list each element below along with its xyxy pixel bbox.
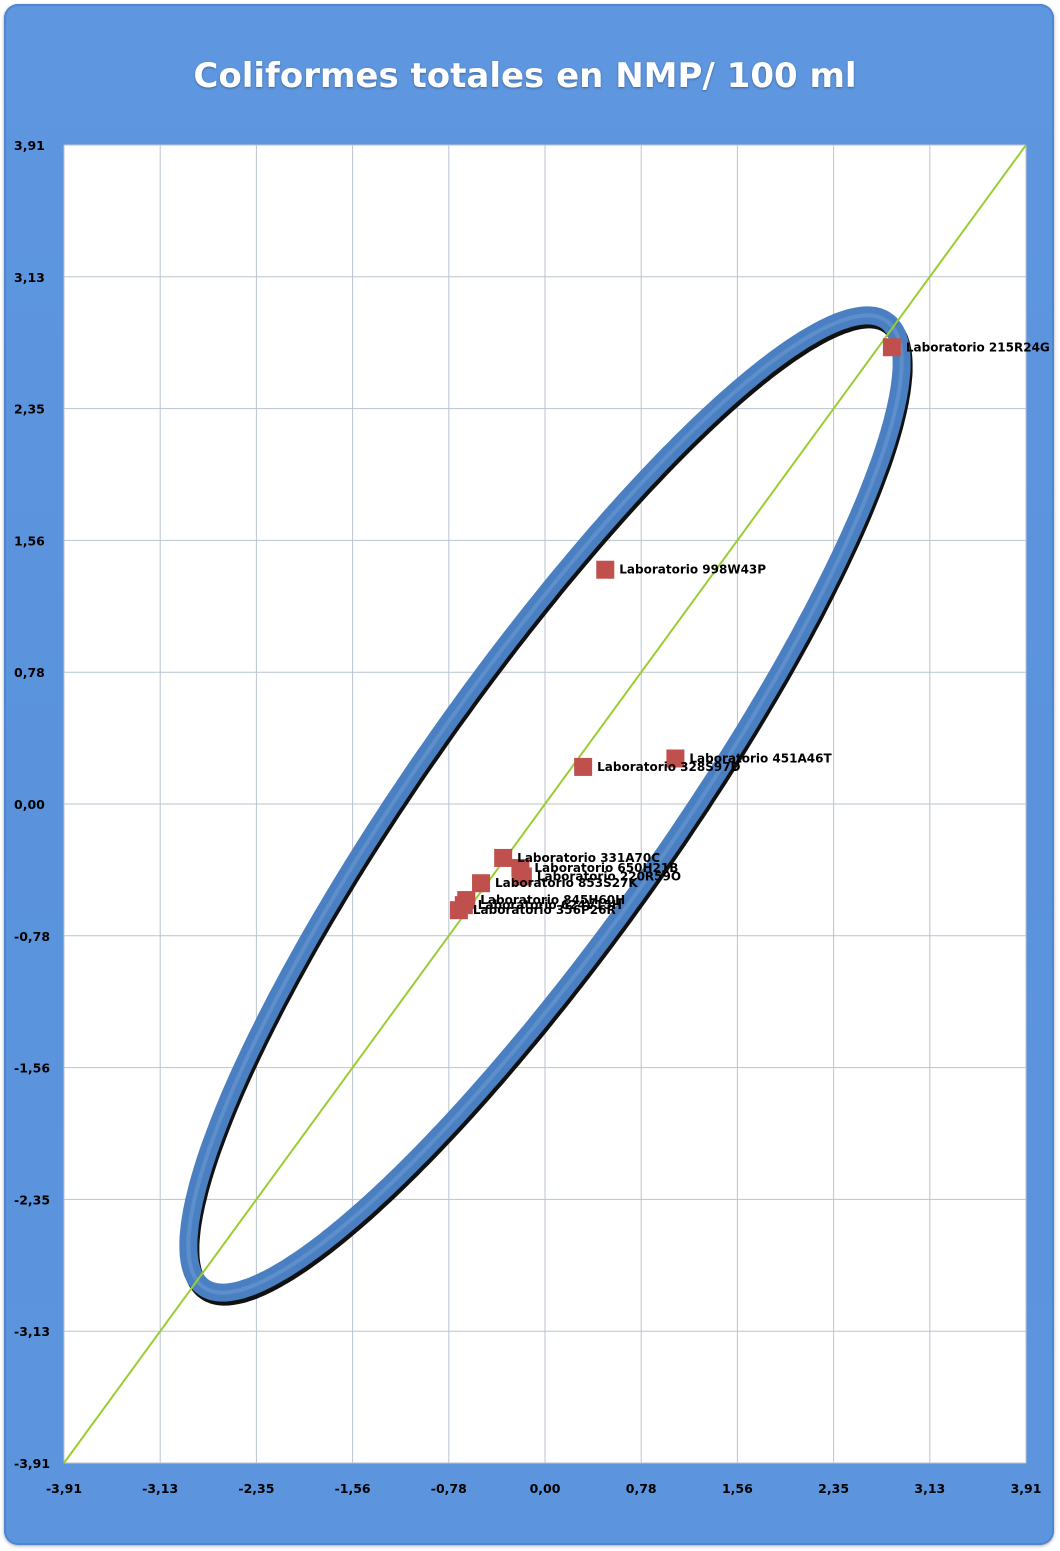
data-point-marker [513, 867, 532, 886]
data-point-label: Laboratorio 853S27K [495, 876, 638, 890]
y-tick-label: 3,91 [14, 138, 45, 153]
y-tick-label: 0,78 [14, 665, 45, 680]
data-point-marker [449, 901, 468, 920]
x-tick-label: 0,00 [530, 1481, 561, 1496]
diagonal-reference-line [63, 144, 1027, 1464]
reference-line [63, 144, 1027, 1464]
data-point-marker [596, 560, 615, 579]
data-point-label: Laboratorio 451A46T [689, 751, 832, 765]
y-tick-label: 2,35 [14, 402, 45, 417]
chart-title: Coliformes totales en NMP/ 100 ml [193, 56, 857, 96]
y-axis-ticks: 3,91 3,13 2,35 1,56 0,78 0,00 -0,78 -1,56 -2,35 -… [14, 138, 50, 1471]
y-tick-label: 1,56 [14, 533, 45, 548]
data-point-label: Laboratorio 215R24G [906, 340, 1050, 354]
data-point-label: Laboratorio 650H21B [534, 861, 678, 875]
data-point-label: Laboratorio 998W43P [619, 563, 766, 577]
x-tick-label: -0,78 [431, 1481, 467, 1496]
data-point-label: Laboratorio 331A70C [517, 851, 660, 865]
data-point-marker [574, 757, 593, 776]
y-tick-label: -1,56 [14, 1061, 50, 1076]
data-point-marker [472, 874, 491, 893]
y-tick-label: -0,78 [14, 929, 50, 944]
data-point-label: Laboratorio 220R59O [537, 869, 681, 883]
grid-lines [63, 144, 1027, 1464]
data-point-marker [882, 338, 901, 357]
data-point-label: Laboratorio 356P26R [473, 903, 616, 917]
y-tick-label: -3,91 [14, 1456, 50, 1471]
data-point-marker [666, 749, 685, 768]
x-tick-label: -1,56 [335, 1481, 371, 1496]
data-point-label: Laboratorio 845H60H [480, 893, 625, 907]
x-tick-label: 2,35 [818, 1481, 849, 1496]
x-axis-ticks: -3,91 -3,13 -2,35 -1,56 -0,78 0,00 0,78 1,56 2,3… [46, 1481, 1041, 1496]
data-point-label: Laboratorio 328S97D [597, 760, 740, 774]
data-points [449, 338, 901, 920]
x-tick-label: 3,13 [914, 1481, 945, 1496]
x-tick-label: -2,35 [238, 1481, 274, 1496]
point-labels: Laboratorio 215R24G Laboratorio 998W43P La… [473, 340, 1050, 917]
y-tick-label: -2,35 [14, 1192, 50, 1207]
data-point-marker [494, 848, 513, 867]
x-tick-label: 1,56 [722, 1481, 753, 1496]
x-tick-label: -3,13 [142, 1481, 178, 1496]
x-tick-label: 3,91 [1011, 1481, 1042, 1496]
y-tick-label: -3,13 [14, 1324, 50, 1339]
y-tick-label: 0,00 [14, 797, 45, 812]
x-tick-label: -3,91 [46, 1481, 82, 1496]
y-tick-label: 3,13 [14, 270, 45, 285]
data-point-label: Laboratorio 624V15H [478, 898, 622, 912]
x-tick-label: 0,78 [626, 1481, 657, 1496]
